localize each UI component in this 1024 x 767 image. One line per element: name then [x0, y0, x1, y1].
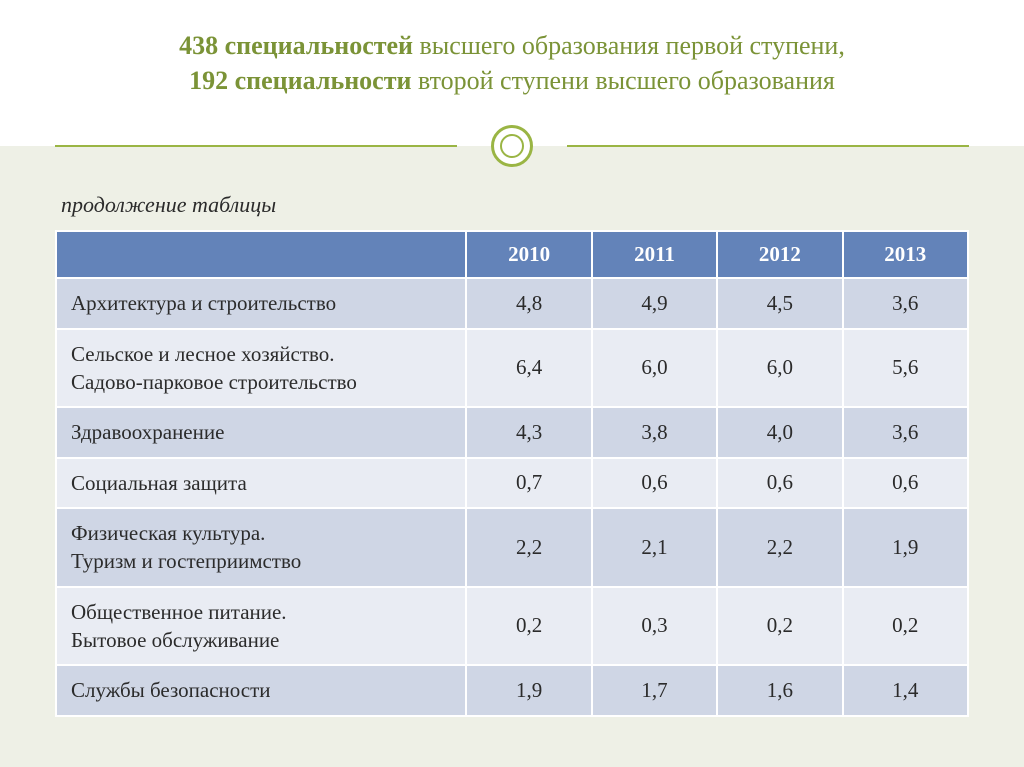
header-row: 2010 2011 2012 2013	[56, 231, 968, 278]
row-label: Общественное питание.Бытовое обслуживани…	[56, 587, 466, 666]
row-value: 6,0	[717, 329, 842, 408]
row-label: Архитектура и строительство	[56, 278, 466, 328]
divider-line-left	[55, 145, 457, 147]
header-year: 2012	[717, 231, 842, 278]
title-area: 438 специальностей высшего образования п…	[0, 0, 1024, 146]
row-value: 5,6	[843, 329, 968, 408]
table-caption: продолжение таблицы	[55, 192, 969, 218]
row-label: Службы безопасности	[56, 665, 466, 715]
table-row: Физическая культура.Туризм и гостеприимс…	[56, 508, 968, 587]
row-value: 6,0	[592, 329, 717, 408]
row-value: 0,7	[466, 458, 591, 508]
row-value: 0,6	[592, 458, 717, 508]
row-value: 1,9	[843, 508, 968, 587]
row-value: 6,4	[466, 329, 591, 408]
header-year: 2011	[592, 231, 717, 278]
row-value: 4,0	[717, 407, 842, 457]
row-value: 2,1	[592, 508, 717, 587]
divider-circle-icon	[491, 125, 533, 167]
row-value: 1,7	[592, 665, 717, 715]
row-label: Социальная защита	[56, 458, 466, 508]
table-row: Службы безопасности1,91,71,61,4	[56, 665, 968, 715]
table-row: Общественное питание.Бытовое обслуживани…	[56, 587, 968, 666]
row-value: 1,9	[466, 665, 591, 715]
header-year: 2013	[843, 231, 968, 278]
divider-inner-circle	[500, 134, 524, 158]
row-value: 4,5	[717, 278, 842, 328]
table-body: Архитектура и строительство4,84,94,53,6С…	[56, 278, 968, 715]
slide: 438 специальностей высшего образования п…	[0, 0, 1024, 767]
title-rest-2: второй ступени высшего образования	[411, 66, 834, 95]
table-row: Архитектура и строительство4,84,94,53,6	[56, 278, 968, 328]
row-label: Сельское и лесное хозяйство.Садово-парко…	[56, 329, 466, 408]
table-row: Сельское и лесное хозяйство.Садово-парко…	[56, 329, 968, 408]
row-value: 0,2	[466, 587, 591, 666]
table-row: Здравоохранение4,33,84,03,6	[56, 407, 968, 457]
header-year: 2010	[466, 231, 591, 278]
row-value: 4,3	[466, 407, 591, 457]
row-value: 2,2	[717, 508, 842, 587]
title-rest-1: высшего образования первой ступени,	[413, 31, 845, 60]
row-value: 3,6	[843, 278, 968, 328]
row-value: 3,6	[843, 407, 968, 457]
title-bold-2: 192 специальности	[189, 66, 411, 95]
row-value: 1,4	[843, 665, 968, 715]
row-value: 4,9	[592, 278, 717, 328]
row-value: 0,6	[717, 458, 842, 508]
row-value: 0,3	[592, 587, 717, 666]
row-value: 1,6	[717, 665, 842, 715]
row-value: 0,2	[717, 587, 842, 666]
slide-title: 438 специальностей высшего образования п…	[60, 28, 964, 98]
header-empty	[56, 231, 466, 278]
title-bold-1: 438 специальностей	[179, 31, 413, 60]
row-value: 3,8	[592, 407, 717, 457]
divider-line-right	[567, 145, 969, 147]
row-label: Физическая культура.Туризм и гостеприимс…	[56, 508, 466, 587]
row-value: 4,8	[466, 278, 591, 328]
row-value: 0,2	[843, 587, 968, 666]
row-value: 0,6	[843, 458, 968, 508]
row-value: 2,2	[466, 508, 591, 587]
table-header: 2010 2011 2012 2013	[56, 231, 968, 278]
data-table: 2010 2011 2012 2013 Архитектура и строит…	[55, 230, 969, 716]
divider	[0, 145, 1024, 147]
row-label: Здравоохранение	[56, 407, 466, 457]
body-area: продолжение таблицы 2010 2011 2012 2013 …	[0, 146, 1024, 716]
table-row: Социальная защита0,70,60,60,6	[56, 458, 968, 508]
